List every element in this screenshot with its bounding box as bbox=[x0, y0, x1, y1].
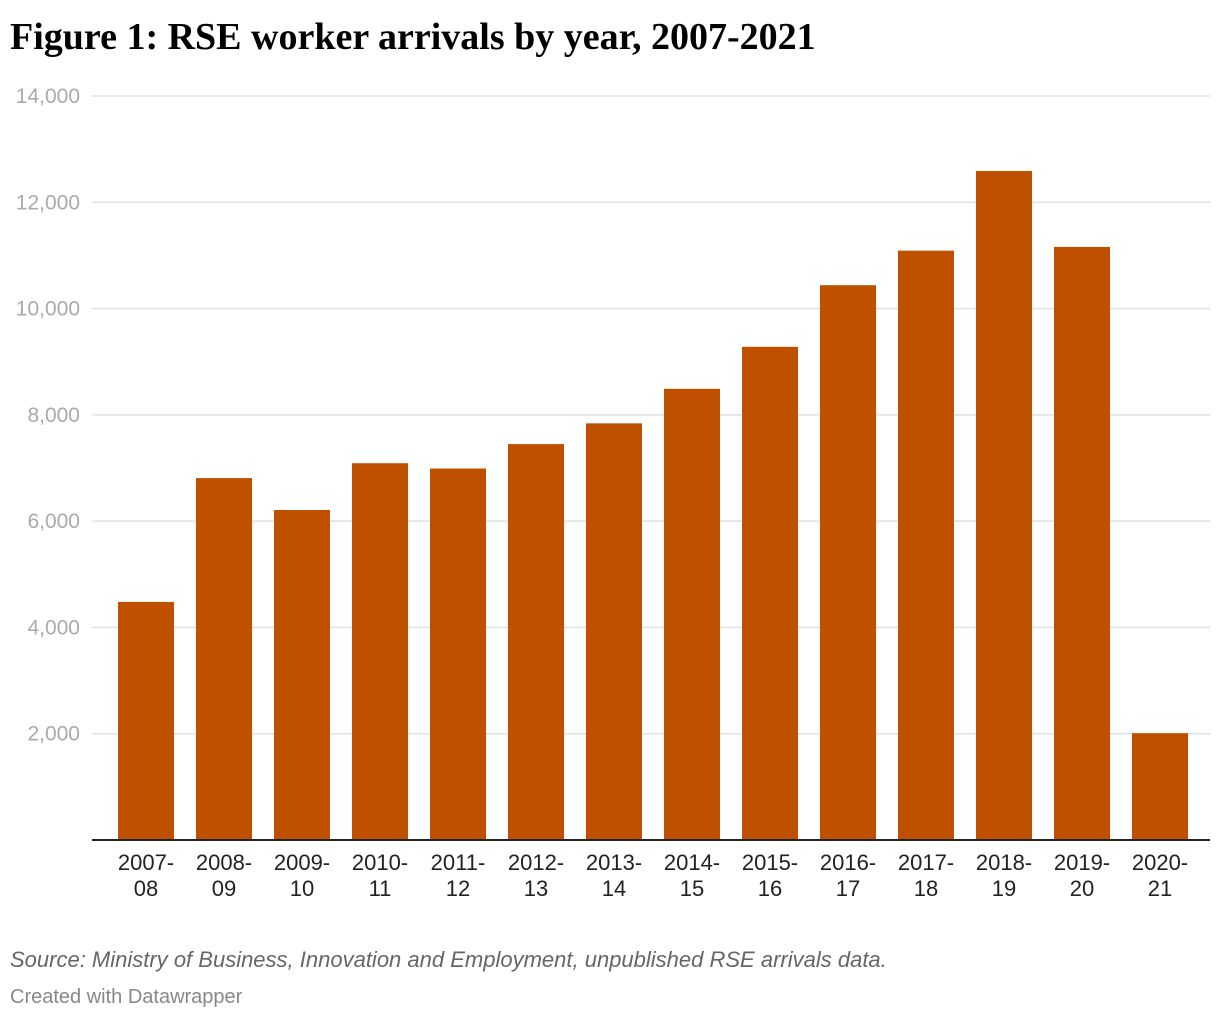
x-tick-label-line: 20 bbox=[1070, 876, 1094, 901]
x-tick-label-line: 2013- bbox=[586, 850, 642, 875]
x-tick-label-line: 19 bbox=[992, 876, 1016, 901]
x-tick-label: 2011-12 bbox=[431, 850, 486, 901]
bar bbox=[118, 601, 174, 840]
x-tick-label-line: 2019- bbox=[1054, 850, 1110, 875]
y-axis-ticks: 2,000 4,000 6,000 8,000 10,000 12,000 14,000 bbox=[16, 85, 80, 746]
y-tick-label: 8,000 bbox=[27, 404, 80, 427]
x-tick-label-line: 2014- bbox=[664, 850, 720, 875]
x-tick-label: 2013-14 bbox=[586, 850, 642, 901]
x-tick-label-line: 12 bbox=[446, 876, 470, 901]
gridlines bbox=[92, 95, 1210, 735]
bar bbox=[976, 170, 1032, 841]
y-tick-label: 12,000 bbox=[16, 191, 80, 214]
x-tick-label-line: 2007- bbox=[118, 850, 174, 875]
x-tick-label-line: 09 bbox=[212, 876, 236, 901]
x-tick-label-line: 2008- bbox=[196, 850, 252, 875]
datawrapper-credit: Created with Datawrapper bbox=[10, 986, 243, 1008]
x-tick-label: 2016-17 bbox=[820, 850, 876, 901]
bar bbox=[274, 509, 330, 840]
y-tick-label: 14,000 bbox=[16, 85, 80, 108]
x-tick-label-line: 11 bbox=[369, 876, 392, 901]
y-tick-label: 10,000 bbox=[16, 298, 80, 321]
x-tick-label: 2008-09 bbox=[196, 850, 252, 901]
bar bbox=[196, 478, 252, 840]
chart-title: Figure 1: RSE worker arrivals by year, 2… bbox=[10, 16, 816, 58]
x-tick-label-line: 08 bbox=[134, 876, 158, 901]
x-tick-label: 2018-19 bbox=[976, 850, 1032, 901]
y-tick-label: 6,000 bbox=[27, 510, 80, 533]
x-tick-label: 2014-15 bbox=[664, 850, 720, 901]
x-tick-label: 2017-18 bbox=[898, 850, 954, 901]
x-tick-label-line: 2015- bbox=[742, 850, 798, 875]
source-note: Source: Ministry of Business, Innovation… bbox=[10, 947, 887, 972]
bar bbox=[898, 250, 954, 840]
x-tick-label-line: 2012- bbox=[508, 850, 564, 875]
x-tick-label: 2012-13 bbox=[508, 850, 564, 901]
bar-chart: 2,000 4,000 6,000 8,000 10,000 12,000 14,000 2… bbox=[16, 85, 1210, 901]
x-tick-label-line: 10 bbox=[290, 876, 314, 901]
bars bbox=[118, 170, 1188, 841]
y-tick-label: 4,000 bbox=[27, 616, 80, 639]
bar bbox=[820, 285, 876, 840]
bar bbox=[352, 463, 408, 840]
x-tick-label-line: 2010- bbox=[352, 850, 408, 875]
bar bbox=[664, 388, 720, 840]
bar bbox=[1132, 733, 1188, 840]
x-tick-label-line: 2009- bbox=[274, 850, 330, 875]
x-tick-label: 2010-11 bbox=[352, 850, 408, 901]
x-tick-label-line: 15 bbox=[680, 876, 704, 901]
x-tick-label-line: 16 bbox=[758, 876, 782, 901]
x-tick-label: 2015-16 bbox=[742, 850, 798, 901]
x-tick-label-line: 14 bbox=[602, 876, 626, 901]
x-tick-label: 2019-20 bbox=[1054, 850, 1110, 901]
x-axis-ticks: 2007-08 2008-09 2009-10 2010-11 2011-12 2012-… bbox=[118, 850, 1188, 901]
x-tick-label-line: 17 bbox=[836, 876, 860, 901]
x-tick-label-line: 2018- bbox=[976, 850, 1032, 875]
x-tick-label-line: 2011- bbox=[431, 850, 486, 875]
x-tick-label-line: 13 bbox=[524, 876, 548, 901]
x-tick-label-line: 18 bbox=[914, 876, 938, 901]
x-tick-label: 2009-10 bbox=[274, 850, 330, 901]
x-tick-label: 2007-08 bbox=[118, 850, 174, 901]
x-tick-label-line: 21 bbox=[1148, 876, 1172, 901]
x-tick-label: 2020-21 bbox=[1132, 850, 1188, 901]
bar bbox=[430, 468, 486, 840]
bar bbox=[742, 346, 798, 840]
bar bbox=[508, 444, 564, 840]
x-tick-label-line: 2020- bbox=[1132, 850, 1188, 875]
x-tick-label-line: 2016- bbox=[820, 850, 876, 875]
bar bbox=[1054, 246, 1110, 840]
bar bbox=[586, 423, 642, 840]
x-tick-label-line: 2017- bbox=[898, 850, 954, 875]
y-tick-label: 2,000 bbox=[27, 723, 80, 746]
